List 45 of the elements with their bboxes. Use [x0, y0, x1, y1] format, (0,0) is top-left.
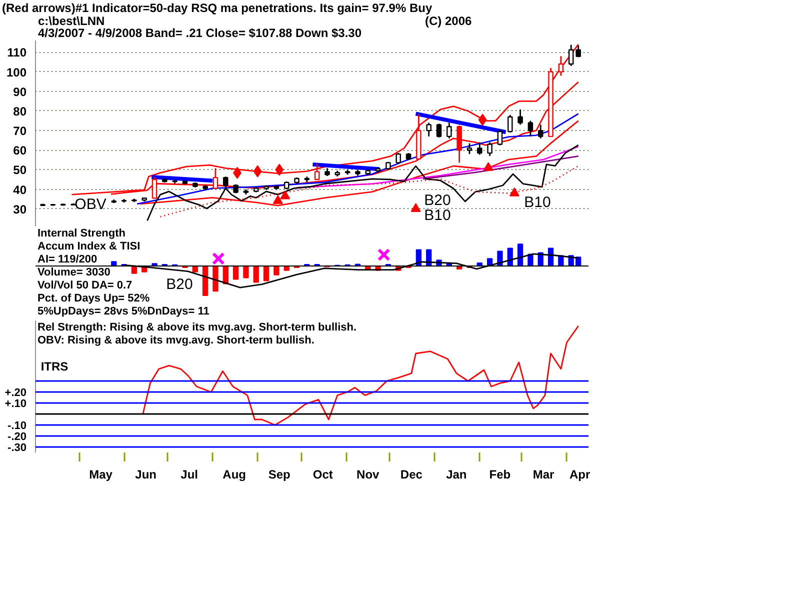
y-tick-label: -.30	[8, 442, 27, 454]
y-tick-label: 90	[13, 84, 27, 99]
y-tick-label: 110	[7, 46, 27, 60]
text: c:\best\LNN	[38, 14, 105, 28]
x-tick-label: Jun	[135, 468, 156, 482]
y-tick-label: 80	[13, 104, 27, 118]
annotation: B10	[424, 207, 451, 224]
x-tick-label: Nov	[356, 468, 380, 482]
y-tick-label: +.20	[4, 387, 27, 399]
x-tick-label: Aug	[222, 468, 246, 482]
x-tick-label: Oct	[312, 468, 333, 482]
x-tick-label: Jan	[446, 468, 467, 482]
x-tick-label: Dec	[400, 468, 423, 482]
text: 5%UpDays= 28vs 5%DnDays= 11	[38, 306, 210, 318]
x-tick-label: Feb	[489, 468, 511, 482]
annotation: OBV	[74, 196, 106, 213]
annotation: OBV: Rising & above its mvg.avg. Short-term bullish.	[38, 334, 314, 346]
y-tick-label: 70	[13, 124, 27, 138]
y-tick-label: 60	[13, 144, 27, 158]
annotation: B20	[166, 276, 193, 293]
x-tick-label: Mar	[532, 468, 555, 482]
y-tick-label: -.10	[8, 420, 27, 432]
y-tick-label: 50	[13, 163, 27, 178]
annotation: Rel Strength: Rising & above its mvg.avg. Short-term bullish.	[38, 322, 357, 334]
chart-subtitle: 4/3/2007 - 4/9/2008 Band= .21 Close= $107.88 Down $3.30	[38, 26, 362, 42]
y-tick-label: -.20	[8, 431, 27, 443]
y-tick-label: 40	[13, 182, 27, 197]
x-tick-label: Apr	[569, 468, 590, 482]
text: (C) 2006	[425, 14, 472, 30]
annotation: Accum Index & TISI	[38, 240, 140, 252]
annotation: AI= 119/200	[38, 254, 98, 266]
y-tick-label: 100	[6, 65, 27, 80]
annotation: B10	[524, 194, 551, 211]
annotation: Volume= 3030	[38, 266, 110, 278]
text: Internal Strength	[38, 228, 126, 240]
x-tick-label: May	[89, 468, 113, 482]
y-tick-label: +.10	[4, 398, 27, 410]
annotation: Vol/Vol 50 DA= 0.7	[38, 280, 132, 292]
annotation: B20	[424, 192, 451, 209]
chart-title: (Red arrows)#1 Indicator=50-day RSQ ma penetrations. Its gain= 97.9% Buy	[2, 0, 432, 16]
x-tick-label: Sep	[268, 468, 290, 482]
annotation: ITRS	[40, 360, 68, 374]
y-tick-label: 30	[13, 202, 27, 216]
annotation: Pct. of Days Up= 52%	[38, 292, 150, 304]
x-tick-label: Jul	[180, 468, 198, 482]
